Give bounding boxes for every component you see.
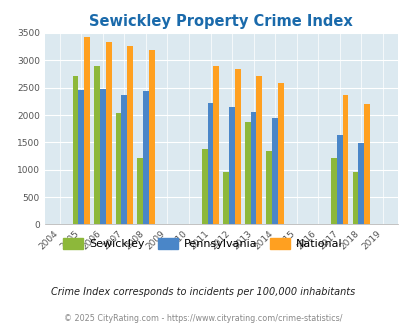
Bar	[266, 151, 271, 224]
Bar	[352, 172, 358, 224]
Bar	[148, 50, 154, 224]
Bar	[105, 42, 111, 224]
Bar	[84, 37, 90, 224]
Legend: Sewickley, Pennsylvania, National: Sewickley, Pennsylvania, National	[59, 234, 346, 253]
Bar	[234, 69, 240, 224]
Bar	[358, 144, 363, 224]
Title: Sewickley Property Crime Index: Sewickley Property Crime Index	[89, 14, 352, 29]
Bar	[143, 91, 148, 224]
Bar	[223, 172, 228, 224]
Bar	[78, 90, 84, 224]
Bar	[277, 83, 283, 224]
Bar	[213, 66, 219, 224]
Bar	[121, 95, 127, 224]
Bar	[115, 114, 121, 224]
Bar	[201, 149, 207, 224]
Bar	[94, 66, 100, 224]
Bar	[100, 89, 105, 224]
Bar	[336, 135, 342, 224]
Bar	[244, 122, 250, 224]
Bar	[342, 95, 347, 224]
Bar	[228, 107, 234, 224]
Bar	[72, 76, 78, 224]
Bar	[127, 46, 133, 224]
Bar	[207, 103, 213, 224]
Text: © 2025 CityRating.com - https://www.cityrating.com/crime-statistics/: © 2025 CityRating.com - https://www.city…	[64, 314, 341, 323]
Bar	[256, 76, 262, 224]
Bar	[271, 118, 277, 224]
Bar	[363, 104, 369, 224]
Text: Crime Index corresponds to incidents per 100,000 inhabitants: Crime Index corresponds to incidents per…	[51, 287, 354, 297]
Bar	[330, 158, 336, 224]
Bar	[137, 158, 143, 224]
Bar	[250, 112, 256, 224]
